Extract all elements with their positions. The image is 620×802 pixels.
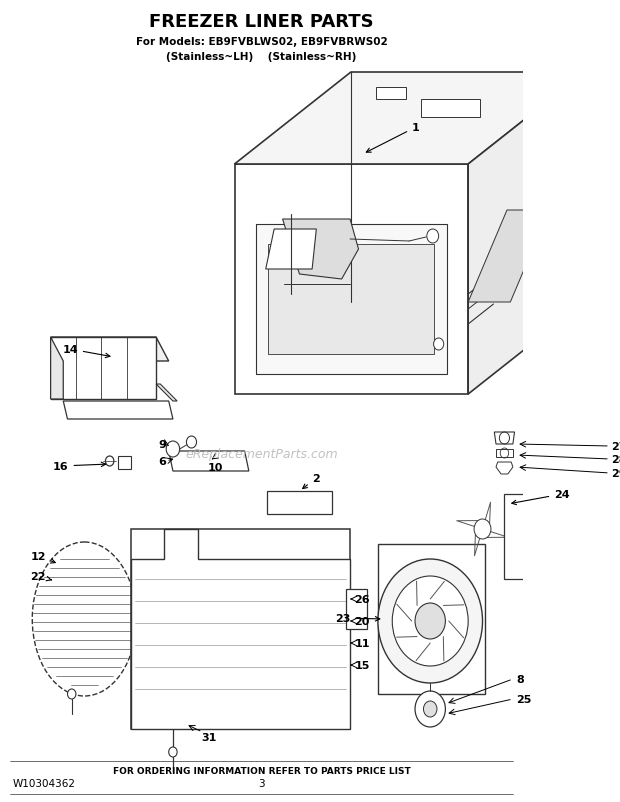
Circle shape (187, 436, 197, 448)
Polygon shape (283, 220, 358, 280)
Text: 29: 29 (611, 468, 620, 479)
Text: 25: 25 (516, 695, 531, 704)
Polygon shape (267, 492, 332, 514)
Text: 27: 27 (611, 441, 620, 452)
Polygon shape (63, 402, 173, 419)
Circle shape (166, 441, 180, 457)
Circle shape (474, 520, 491, 539)
Text: 16: 16 (53, 461, 105, 472)
Text: 12: 12 (30, 551, 55, 563)
Circle shape (392, 577, 468, 666)
Text: 10: 10 (208, 463, 223, 472)
Text: 23: 23 (335, 614, 380, 623)
Circle shape (415, 603, 445, 639)
Text: 28: 28 (611, 455, 620, 464)
Text: 2: 2 (0, 801, 1, 802)
Polygon shape (234, 73, 585, 164)
Text: FREEZER LINER PARTS: FREEZER LINER PARTS (149, 13, 374, 31)
Circle shape (423, 701, 437, 717)
Polygon shape (234, 164, 468, 395)
Text: W10304362: W10304362 (12, 778, 76, 788)
Ellipse shape (32, 542, 136, 696)
Polygon shape (51, 338, 63, 399)
Text: eReplacementParts.com: eReplacementParts.com (185, 448, 338, 461)
Text: (Stainless~LH)    (Stainless~RH): (Stainless~LH) (Stainless~RH) (166, 52, 356, 62)
Text: 11: 11 (354, 638, 370, 648)
Circle shape (105, 456, 114, 467)
Polygon shape (468, 211, 549, 302)
Polygon shape (169, 452, 249, 472)
Text: For Models: EB9FVBLWS02, EB9FVBRWS02: For Models: EB9FVBLWS02, EB9FVBRWS02 (136, 37, 388, 47)
Polygon shape (346, 589, 367, 630)
Polygon shape (421, 100, 480, 118)
Text: 8: 8 (516, 674, 524, 684)
Text: 31: 31 (202, 732, 217, 742)
Text: 14: 14 (62, 345, 110, 358)
Polygon shape (131, 529, 350, 729)
Text: 2: 2 (303, 473, 320, 489)
Text: 3: 3 (258, 778, 265, 788)
Circle shape (427, 229, 438, 244)
Text: FOR ORDERING INFORMATION REFER TO PARTS PRICE LIST: FOR ORDERING INFORMATION REFER TO PARTS … (113, 767, 410, 776)
Polygon shape (118, 456, 131, 469)
Polygon shape (496, 449, 513, 457)
Text: 15: 15 (354, 660, 370, 670)
Text: 22: 22 (30, 571, 51, 581)
Polygon shape (131, 529, 350, 729)
Text: 20: 20 (354, 616, 370, 626)
Polygon shape (494, 432, 515, 444)
Polygon shape (156, 384, 177, 402)
Polygon shape (496, 463, 513, 475)
Circle shape (68, 689, 76, 699)
Circle shape (415, 691, 445, 727)
Text: 1: 1 (366, 123, 420, 153)
Text: 6: 6 (158, 456, 166, 467)
Text: 24: 24 (512, 489, 570, 505)
Polygon shape (255, 225, 447, 375)
Text: 9: 9 (159, 439, 167, 449)
Circle shape (433, 338, 444, 350)
Circle shape (169, 747, 177, 757)
Polygon shape (266, 229, 316, 269)
Polygon shape (268, 245, 435, 354)
Circle shape (378, 559, 482, 683)
Polygon shape (503, 494, 546, 579)
Polygon shape (534, 83, 564, 95)
Polygon shape (376, 88, 405, 100)
Text: 26: 26 (354, 594, 370, 604)
Polygon shape (378, 545, 485, 695)
Polygon shape (468, 73, 585, 395)
Polygon shape (51, 338, 156, 399)
Polygon shape (546, 514, 562, 559)
Polygon shape (51, 338, 169, 362)
